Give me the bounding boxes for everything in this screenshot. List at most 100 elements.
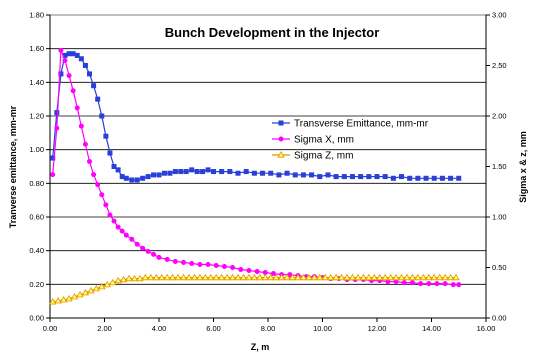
x-tick-label: 16.00 — [477, 324, 496, 333]
data-point-transverse-emittance-mm-mr — [156, 172, 162, 178]
data-point-sigma-z-mm — [49, 298, 57, 305]
data-point-sigma-x-mm — [70, 88, 76, 94]
data-point-transverse-emittance-mm-mr — [66, 51, 72, 57]
y-left-tick-label: 0.20 — [29, 280, 44, 289]
data-point-sigma-x-mm — [238, 267, 244, 273]
data-point-sigma-z-mm — [217, 273, 226, 281]
x-tick-label: 4.00 — [152, 324, 167, 333]
data-point-sigma-x-mm — [418, 281, 424, 287]
data-point-transverse-emittance-mm-mr — [145, 174, 151, 180]
data-point-sigma-z-mm — [332, 273, 340, 281]
data-point-transverse-emittance-mm-mr — [366, 174, 372, 180]
y-left-tick-label: 1.40 — [29, 78, 44, 87]
data-point-sigma-z-mm — [81, 288, 90, 296]
data-point-sigma-z-mm — [419, 273, 428, 281]
data-point-sigma-z-mm — [392, 273, 400, 281]
y-right-tick-label: 2.50 — [492, 61, 507, 70]
legend-entry-transverse-emittance-mm-mr: Transverse Emittance, mm-mr — [272, 119, 429, 130]
data-point-transverse-emittance-mm-mr — [317, 174, 323, 180]
y-right-tick-label: 1.00 — [492, 213, 507, 222]
data-point-sigma-z-mm — [359, 273, 368, 281]
data-point-sigma-z-mm — [65, 295, 73, 302]
data-point-sigma-x-mm — [205, 261, 211, 267]
data-point-sigma-x-mm — [246, 268, 252, 274]
data-point-sigma-z-mm — [174, 273, 182, 281]
data-point-transverse-emittance-mm-mr — [219, 169, 225, 175]
data-point-transverse-emittance-mm-mr — [74, 52, 80, 58]
data-point-sigma-z-mm — [381, 273, 389, 281]
y-axis-right-title: Sigma x & z, mm — [518, 131, 528, 203]
data-point-sigma-x-mm — [189, 260, 195, 266]
data-point-transverse-emittance-mm-mr — [390, 175, 396, 181]
data-point-sigma-z-mm — [277, 273, 286, 281]
data-point-sigma-z-mm — [288, 273, 297, 281]
data-point-sigma-z-mm — [98, 282, 106, 290]
data-point-sigma-x-mm — [221, 263, 227, 269]
data-point-transverse-emittance-mm-mr — [205, 167, 211, 173]
data-point-transverse-emittance-mm-mr — [140, 175, 146, 181]
y-left-tick-label: 0.80 — [29, 179, 44, 188]
data-point-sigma-z-mm — [163, 273, 171, 281]
data-point-sigma-z-mm — [114, 276, 122, 284]
data-point-transverse-emittance-mm-mr — [167, 170, 173, 176]
legend-label-sigma-z-mm: Sigma Z, mm — [294, 151, 353, 162]
data-point-sigma-x-mm — [91, 172, 97, 178]
data-point-sigma-x-mm — [181, 259, 187, 265]
data-point-transverse-emittance-mm-mr — [251, 170, 257, 176]
data-point-transverse-emittance-mm-mr — [119, 174, 125, 180]
data-point-transverse-emittance-mm-mr — [333, 174, 339, 180]
data-point-sigma-z-mm — [70, 292, 79, 300]
data-point-sigma-x-mm — [230, 264, 236, 270]
data-point-transverse-emittance-mm-mr — [448, 175, 454, 181]
data-point-sigma-z-mm — [321, 273, 329, 281]
y-left-tick-label: 1.20 — [29, 112, 44, 121]
data-point-transverse-emittance-mm-mr — [300, 172, 306, 178]
data-point-sigma-z-mm — [370, 273, 378, 281]
data-point-sigma-x-mm — [434, 281, 440, 287]
data-point-sigma-z-mm — [108, 278, 117, 286]
data-point-sigma-z-mm — [207, 273, 215, 281]
data-point-sigma-z-mm — [326, 273, 335, 281]
data-point-sigma-z-mm — [196, 273, 204, 281]
data-point-transverse-emittance-mm-mr — [243, 169, 249, 175]
data-point-sigma-x-mm — [270, 271, 276, 277]
y-right-tick-label: 1.50 — [492, 162, 507, 171]
data-point-sigma-x-mm — [107, 212, 113, 218]
data-point-sigma-x-mm — [87, 158, 93, 164]
data-point-sigma-z-mm — [414, 273, 422, 281]
data-point-sigma-x-mm — [456, 282, 462, 288]
data-point-transverse-emittance-mm-mr — [211, 169, 217, 175]
data-point-sigma-z-mm — [337, 273, 346, 281]
data-point-sigma-z-mm — [446, 273, 455, 281]
data-point-sigma-x-mm — [50, 172, 56, 178]
data-point-sigma-z-mm — [365, 273, 373, 281]
x-axis-title: Z, m — [251, 342, 270, 352]
data-point-sigma-z-mm — [305, 273, 313, 281]
data-point-sigma-x-mm — [140, 245, 146, 251]
data-point-sigma-z-mm — [294, 273, 302, 281]
data-point-transverse-emittance-mm-mr — [54, 110, 60, 116]
data-point-sigma-z-mm — [299, 273, 308, 281]
data-point-sigma-x-mm — [287, 272, 293, 278]
data-point-sigma-x-mm — [151, 251, 157, 257]
data-point-sigma-z-mm — [283, 273, 291, 281]
data-point-transverse-emittance-mm-mr — [58, 71, 64, 77]
x-tick-label: 12.00 — [368, 324, 387, 333]
data-point-sigma-x-mm — [164, 256, 170, 262]
data-point-sigma-z-mm — [168, 273, 177, 281]
data-point-transverse-emittance-mm-mr — [415, 175, 421, 181]
data-point-sigma-x-mm — [58, 47, 64, 53]
data-point-sigma-z-mm — [54, 297, 62, 304]
data-point-sigma-z-mm — [87, 286, 95, 294]
x-tick-label: 14.00 — [422, 324, 441, 333]
data-point-sigma-z-mm — [397, 273, 406, 281]
legend-marker-sigma-z-mm — [277, 151, 285, 158]
data-point-sigma-z-mm — [403, 273, 411, 281]
x-tick-label: 0.00 — [43, 324, 58, 333]
legend-entry-sigma-z-mm: Sigma Z, mm — [272, 151, 353, 162]
data-point-sigma-x-mm — [134, 241, 140, 247]
data-point-sigma-x-mm — [145, 248, 151, 254]
data-point-transverse-emittance-mm-mr — [123, 175, 129, 181]
data-point-sigma-x-mm — [197, 261, 203, 267]
y-left-tick-label: 1.80 — [29, 11, 44, 20]
